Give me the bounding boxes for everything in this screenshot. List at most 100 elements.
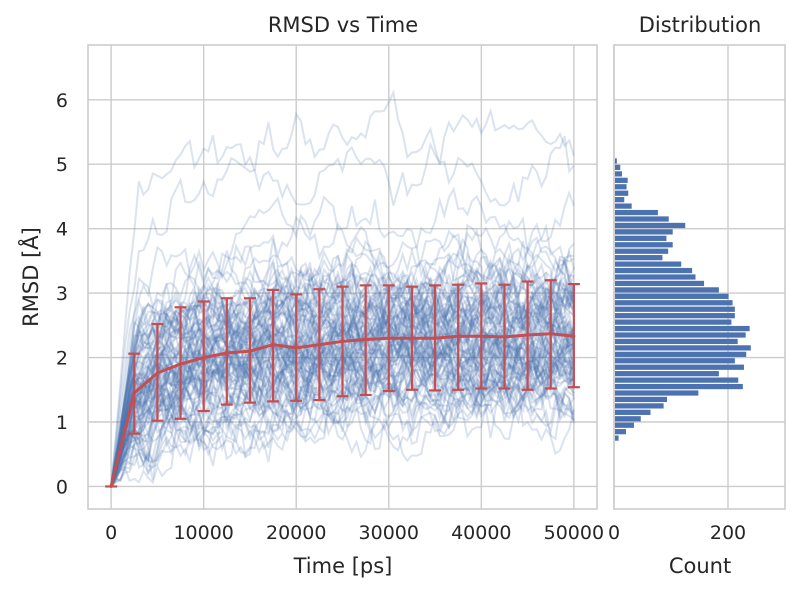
trajectory-line: [110, 386, 575, 487]
histogram-bar: [615, 203, 632, 209]
mean-point: [294, 346, 298, 350]
histogram-bar: [615, 177, 628, 183]
x-tick-label: 50000: [544, 522, 604, 544]
histogram-bar: [615, 351, 747, 357]
histogram-bar: [615, 435, 619, 441]
histogram-bar: [615, 184, 627, 190]
trajectory-line: [110, 371, 575, 487]
histogram-bar: [615, 383, 743, 390]
trajectory-line: [110, 383, 575, 487]
trajectory-line: [110, 335, 575, 487]
trajectory-line: [110, 338, 575, 487]
mean-line-group: [109, 332, 576, 488]
histogram-bar: [615, 229, 673, 235]
trajectory-line: [110, 245, 575, 487]
mean-point: [271, 343, 275, 347]
x-tick-label: 10000: [173, 522, 233, 544]
histogram-bar: [615, 409, 651, 415]
histogram-bar: [615, 242, 673, 248]
trajectory-line: [110, 337, 575, 487]
trajectory-line: [110, 215, 575, 487]
rmsd-x-axis-label: Time [ps]: [293, 554, 393, 578]
histogram-bar: [615, 293, 729, 299]
rmsd-tick-labels: 0 10000 20000 30000 40000 50000 0 1 2 3 4 5 6: [56, 90, 604, 544]
histogram-bar: [615, 300, 733, 306]
y-tick-label: 1: [56, 412, 68, 434]
trajectory-line: [110, 266, 575, 487]
mean-point: [132, 391, 136, 395]
mean-point: [549, 332, 553, 336]
mean-point: [248, 349, 252, 353]
histogram-bar: [615, 280, 705, 287]
mean-point: [364, 338, 368, 342]
distribution-title: Distribution: [639, 13, 762, 37]
x-tick-label: 30000: [359, 522, 419, 544]
histogram-bar: [615, 171, 622, 177]
histogram-bar: [615, 222, 686, 229]
mean-point: [155, 371, 159, 375]
histogram-bar: [615, 313, 735, 319]
mean-point: [317, 343, 321, 347]
histogram-bar: [615, 390, 699, 396]
histogram-bar: [615, 209, 658, 216]
histogram-bar: [615, 197, 625, 203]
histogram-bar: [615, 338, 738, 345]
y-tick-label: 0: [56, 476, 68, 498]
histogram-bar: [615, 306, 735, 312]
mean-point: [456, 334, 460, 338]
trajectory-line: [110, 252, 575, 487]
y-tick-label: 5: [56, 154, 68, 176]
histogram-bar: [615, 358, 735, 364]
trajectory-line: [110, 225, 575, 487]
distribution-x-tick-label: 0: [608, 522, 620, 544]
histogram-bar: [615, 364, 744, 370]
y-tick-label: 4: [56, 219, 68, 241]
distribution-x-tick-label: 200: [710, 522, 746, 544]
distribution-panel: 0 200 Distribution Count: [608, 13, 786, 578]
mean-point: [526, 333, 530, 337]
mean-point: [225, 351, 229, 355]
trajectory-line: [110, 135, 575, 487]
rmsd-title: RMSD vs Time: [268, 13, 418, 37]
trajectory-line: [110, 366, 575, 487]
distribution-gridlines: [613, 45, 785, 509]
y-tick-label: 2: [56, 348, 68, 370]
histogram-bar: [615, 422, 634, 428]
histogram-bar: [615, 216, 669, 222]
histogram-bar: [615, 235, 667, 241]
trajectory-line: [110, 361, 575, 487]
trajectory-line: [110, 228, 575, 487]
histogram-bar: [615, 261, 682, 267]
mean-point: [109, 484, 113, 488]
histogram-bar: [615, 345, 751, 351]
x-tick-label: 20000: [266, 522, 326, 544]
histogram-bar: [615, 416, 641, 422]
rmsd-y-axis-label: RMSD [Å]: [17, 227, 43, 327]
x-tick-label: 40000: [451, 522, 511, 544]
mean-point: [341, 339, 344, 343]
y-tick-label: 6: [56, 90, 68, 112]
rmsd-panel: 0 10000 20000 30000 40000 50000 0 1 2 3 4 5 6 RMSD v…: [17, 13, 604, 578]
histogram-bar: [615, 377, 739, 383]
histogram-bar: [615, 429, 626, 435]
trajectory-line: [110, 186, 575, 487]
x-tick-label: 0: [105, 522, 117, 544]
trajectory-line: [110, 252, 575, 487]
trajectory-line: [110, 89, 575, 487]
trajectory-line: [110, 376, 575, 487]
histogram-bar: [615, 190, 629, 196]
histogram-bar: [615, 158, 617, 164]
histogram-bar: [615, 332, 746, 338]
mean-point: [387, 336, 391, 340]
histogram-bar: [615, 255, 663, 261]
mean-point: [179, 362, 183, 366]
distribution-tick-labels: 0 200: [608, 522, 746, 544]
histogram-bar: [615, 287, 719, 293]
mean-point: [502, 335, 506, 339]
trajectory-line: [110, 266, 575, 487]
histogram-bar: [615, 319, 732, 325]
histogram-bar: [615, 325, 750, 332]
distribution-x-axis-label: Count: [669, 554, 731, 578]
histogram-bar: [615, 274, 696, 280]
